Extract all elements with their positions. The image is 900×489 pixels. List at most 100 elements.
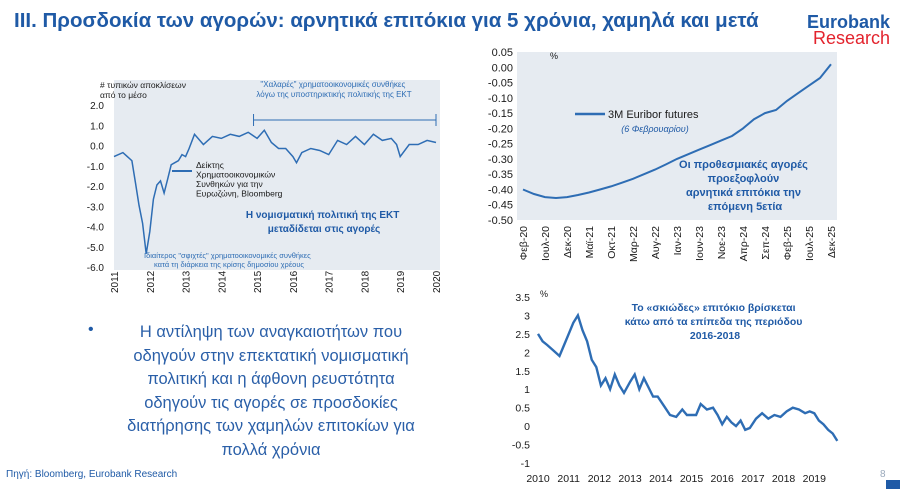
- fci-ylabel-line2: από το μέσο: [100, 90, 147, 100]
- fci-ytick-label: -2.0: [87, 182, 105, 193]
- fci-ytick-label: -4.0: [87, 223, 105, 234]
- shadow-rate-ytick-label: 3.5: [515, 292, 530, 304]
- fci-annotation-center-line1: Η νομισματική πολιτική της ΕΚΤ: [246, 210, 399, 221]
- euribor-ylabel: %: [550, 51, 558, 61]
- brand-logo-name: Eurobank: [806, 12, 890, 32]
- shadow-rate-xtick-label: 2011: [557, 473, 580, 485]
- shadow-rate-ytick-label: 2.5: [515, 329, 530, 341]
- euribor-xtick-label: Φεβ-25: [782, 226, 794, 260]
- shadow-rate-ytick-label: 0.5: [515, 403, 530, 415]
- shadow-rate-xtick-label: 2010: [526, 473, 550, 485]
- bullet-dot-icon: •: [88, 321, 94, 338]
- shadow-rate-xtick-label: 2019: [803, 473, 827, 485]
- fci-xtick-label: 2012: [146, 270, 157, 293]
- fci-ylabel-line1: # τυπικών αποκλίσεων: [100, 80, 186, 90]
- fci-annotation-bottom-line2: κατά τη διάρκεια της κρίσης δημοσίου χρέ…: [154, 260, 304, 269]
- euribor-annotation: Οι προθεσμιακές αγορές προεξοφλούν αρνητ…: [679, 159, 811, 213]
- fci-xtick-label: 2013: [182, 270, 193, 293]
- shadow-rate-xtick-label: 2012: [588, 473, 612, 485]
- fci-annotation-top-line2: λόγω της υποστηρικτικής πολιτικής της ΕΚ…: [256, 90, 411, 99]
- euribor-xtick-label: Αυγ-22: [650, 226, 662, 259]
- euribor-annotation-line4: επόμενη 5ετία: [708, 201, 783, 213]
- euribor-annotation-line1: Οι προθεσμιακές αγορές: [679, 159, 808, 171]
- fci-bracket: [253, 114, 437, 126]
- shadow-rate-xtick-label: 2017: [741, 473, 765, 485]
- shadow-rate-ytick-label: -1: [521, 458, 530, 470]
- shadow-rate-ytick-label: 2: [524, 347, 530, 359]
- shadow-rate-xtick-label: 2018: [772, 473, 796, 485]
- fci-xtick-label: 2014: [217, 270, 228, 293]
- shadow-rate-annotation-line1: Το «σκιώδες» επιτόκιο βρίσκεται: [632, 302, 796, 314]
- bullet-text: Η αντίληψη των αναγκαιοτήτων που οδηγούν…: [127, 323, 415, 459]
- euribor-annotation-line3: αρνητικά επιτόκια την: [686, 187, 801, 199]
- fci-annotation-bottom-line1: Ιδιαίτερος "σφιχτές" χρηματοοικονομικές …: [144, 251, 311, 260]
- brand-logo-sub: Research: [812, 28, 890, 48]
- euribor-xtick-label: Μαϊ-21: [584, 226, 596, 258]
- euribor-ytick-label: -0.45: [488, 200, 513, 212]
- fci-annotation-center: Η νομισματική πολιτική της ΕΚΤ μεταδίδετ…: [246, 210, 402, 235]
- fci-ylabel: # τυπικών αποκλίσεων από το μέσο: [100, 80, 188, 100]
- euribor-ytick-label: -0.20: [488, 123, 513, 135]
- fci-ytick-label: -3.0: [87, 202, 105, 213]
- page-title: III. Προσδοκία των αγορών: αρνητικά επιτ…: [14, 9, 759, 32]
- shadow-rate-ylabel: %: [540, 289, 548, 299]
- fci-xtick-label: 2016: [289, 270, 300, 293]
- euribor-xtick-label: Μαρ-22: [628, 226, 640, 262]
- shadow-rate-ytick-label: 1: [524, 384, 530, 396]
- euribor-xtick-label: Ιαν-23: [672, 226, 684, 256]
- euribor-xtick-label: Δεκ-25: [826, 226, 838, 258]
- euribor-ytick-label: -0.10: [488, 93, 513, 105]
- fci-legend-line1: Δείκτης: [196, 160, 224, 170]
- euribor-annotation-line2: προεξοφλούν: [708, 173, 780, 185]
- euribor-ytick-label: -0.15: [488, 108, 513, 120]
- fci-chart: # τυπικών αποκλίσεων από το μέσο 2.0 1.0 0…: [87, 80, 443, 293]
- euribor-ytick-label: -0.35: [488, 169, 513, 181]
- euribor-xtick-label: Απρ-24: [738, 226, 750, 262]
- euribor-ytick-label: -0.25: [488, 139, 513, 151]
- euribor-xtick-label: Σεπ-24: [760, 226, 772, 260]
- shadow-rate-ytick-label: 0: [524, 421, 530, 433]
- fci-annotation-center-line2: μεταδίδεται στις αγορές: [268, 224, 381, 235]
- fci-xtick-label: 2011: [110, 271, 121, 293]
- fci-xtick-label: 2020: [432, 270, 443, 293]
- fci-legend-line2: Χρηματοοικονομικών: [196, 170, 275, 180]
- euribor-ytick-label: -0.50: [488, 215, 513, 227]
- euribor-ytick-label: 0.05: [492, 47, 513, 59]
- shadow-rate-background: [532, 289, 850, 467]
- fci-legend-line3: Συνθηκών για την: [196, 179, 263, 189]
- fci-ytick-label: 2.0: [90, 101, 104, 112]
- euribor-series-line: [522, 63, 832, 200]
- shadow-rate-ytick-label: 3: [524, 310, 530, 322]
- fci-xtick-label: 2018: [360, 270, 371, 293]
- fci-annotation-top: "Χαλαρές" χρηματοοικονομικές συνθήκες λό…: [256, 80, 411, 99]
- euribor-legend: 3M Euribor futures: [608, 109, 699, 121]
- source-note: Πηγή: Bloomberg, Eurobank Research: [6, 469, 178, 480]
- euribor-ytick-label: -0.30: [488, 154, 513, 166]
- fci-legend: Δείκτης Χρηματοοικονομικών Συνθηκών για …: [196, 160, 283, 199]
- euribor-xtick-label: Ιουλ-20: [540, 226, 552, 261]
- shadow-rate-series-line: [536, 312, 839, 442]
- euribor-chart: % 0.05 0.00 -0.05 -0.10 -0.15 -0.20 -0.25 -0.30…: [488, 47, 838, 262]
- euribor-xtick-label: Οκτ-21: [606, 226, 618, 259]
- shadow-rate-xtick-label: 2014: [649, 473, 673, 485]
- euribor-xtick-label: Ιουλ-25: [804, 226, 816, 261]
- fci-series-line: [113, 129, 437, 254]
- fci-xtick-label: 2015: [253, 270, 264, 293]
- euribor-xtick-label: Νοε-23: [716, 226, 728, 259]
- euribor-chart-background: [517, 52, 837, 220]
- fci-xtick-label: 2019: [396, 270, 407, 293]
- corner-decoration: [886, 480, 900, 489]
- page-number: 8: [880, 469, 886, 480]
- shadow-rate-annotation-line3: 2016-2018: [690, 330, 740, 342]
- euribor-ytick-label: -0.40: [488, 184, 513, 196]
- fci-ytick-label: 1.0: [90, 121, 104, 132]
- fci-annotation-top-line1: "Χαλαρές" χρηματοοικονομικές συνθήκες: [260, 80, 405, 89]
- fci-ytick-label: -5.0: [87, 243, 105, 254]
- euribor-xtick-label: Ιουν-23: [694, 226, 706, 261]
- fci-ytick-label: -6.0: [87, 263, 105, 274]
- shadow-rate-chart: % 3.5 3 2.5 2 1.5 1 0.5 0 -0.5 -1 2010 2011 2012 201…: [512, 289, 850, 485]
- euribor-xtick-label: Φεβ-20: [518, 226, 530, 260]
- fci-legend-line4: Ευρωζώνη, Bloomberg: [196, 189, 283, 199]
- shadow-rate-xtick-label: 2015: [680, 473, 704, 485]
- euribor-legend-note: (6 Φεβρουαρίου): [621, 124, 688, 134]
